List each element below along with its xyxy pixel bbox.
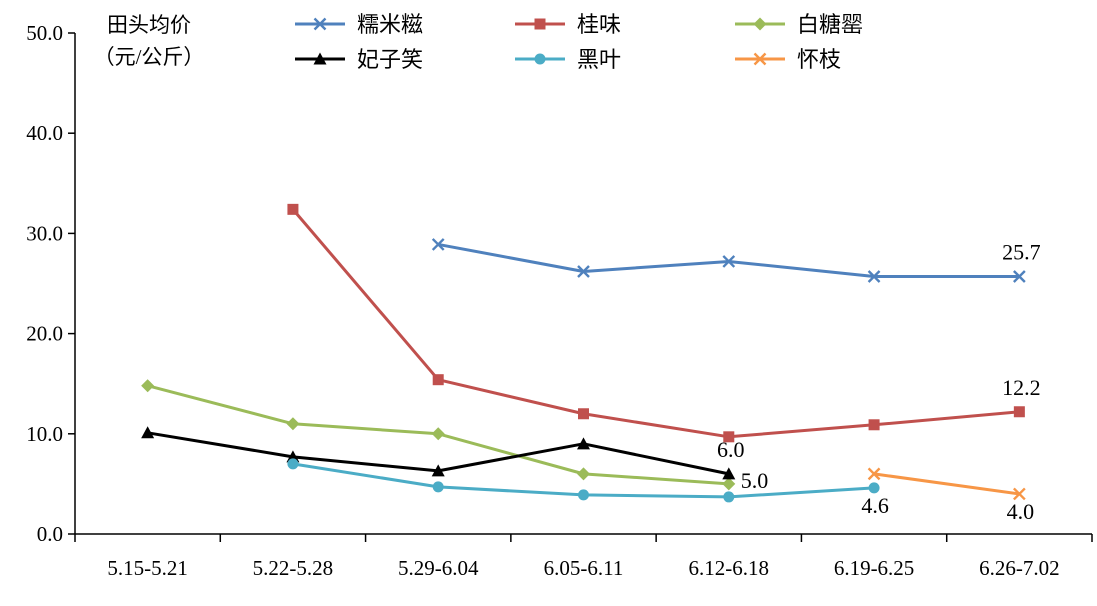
series-2	[141, 379, 736, 491]
legend-swatch-marker	[313, 17, 327, 31]
series-3-point-1	[286, 450, 300, 463]
series-1-point-1	[287, 203, 299, 215]
legend-swatch-marker	[313, 52, 327, 65]
series-0-point-6	[1013, 270, 1026, 283]
series-2-point-3	[577, 467, 590, 481]
legend-entry-1: 桂味	[515, 12, 621, 37]
series-3-point-0	[141, 426, 155, 439]
legend-label: 妃子笑	[357, 47, 423, 72]
series-4-point-5	[868, 482, 880, 494]
series-0	[431, 238, 1026, 283]
series-1	[287, 203, 1025, 443]
data-label: 25.7	[1002, 239, 1041, 264]
series-4-point-2	[432, 481, 444, 493]
y-tick-label: 20.0	[26, 322, 63, 346]
x-tick-label: 5.22-5.28	[253, 556, 334, 580]
legend-entry-5: 怀枝	[735, 47, 841, 72]
series-1-point-2	[432, 374, 444, 386]
legend-label: 白糖罂	[797, 12, 863, 37]
y-tick-label: 0.0	[37, 522, 63, 546]
x-tick-label: 6.19-6.25	[834, 556, 915, 580]
data-label: 4.0	[1007, 499, 1035, 524]
series-0-point-3	[577, 265, 590, 278]
legend-swatch-marker	[753, 17, 767, 31]
legend-label: 怀枝	[797, 47, 841, 72]
series-2-point-2	[431, 427, 445, 441]
series-3-point-2	[431, 464, 445, 477]
series-1-point-3	[578, 408, 589, 420]
series-3-point-4	[722, 467, 736, 480]
y-tick-label: 50.0	[26, 21, 63, 45]
data-label: 12.2	[1002, 375, 1041, 400]
legend-label: 桂味	[577, 12, 621, 37]
x-tick-label: 6.05-6.11	[544, 556, 624, 580]
series-1-line	[291, 208, 1020, 439]
series-1-point-6	[1013, 406, 1025, 418]
series-5-line	[873, 472, 1020, 496]
legend-entry-2: 白糖罂	[735, 12, 863, 37]
legend-entry-4: 黑叶	[515, 47, 621, 72]
x-tick-label: 6.12-6.18	[689, 556, 770, 580]
y-axis-title-line-1: 田头均价	[107, 13, 191, 37]
series-4-point-1	[287, 458, 299, 470]
series-4-point-3	[578, 489, 589, 501]
series-0-point-4	[722, 255, 736, 268]
series-2-point-1	[286, 417, 300, 431]
series-4	[287, 458, 880, 503]
series-3	[141, 426, 736, 480]
x-tick-label: 5.15-5.21	[107, 556, 188, 580]
y-axis-title: 田头均价 （元/公斤）	[94, 13, 205, 69]
y-tick-label: 10.0	[26, 422, 63, 446]
data-label: 4.6	[861, 493, 889, 518]
legend-entry-0: 糯米糍	[295, 12, 423, 37]
data-label: 6.0	[717, 437, 745, 462]
legend-swatch-marker	[534, 53, 546, 65]
series-2-point-0	[141, 379, 155, 393]
data-labels: 25.7 12.2 6.0 5.0 4.6 4.0	[717, 239, 1041, 523]
y-axis-title-line-2: （元/公斤）	[94, 45, 205, 69]
legend-entry-3: 妃子笑	[295, 47, 423, 72]
series-1-point-4	[723, 431, 735, 443]
series-2-point-4	[722, 477, 736, 491]
series-3-point-3	[577, 437, 590, 450]
data-label: 5.0	[741, 468, 769, 493]
x-tick-label: 6.26-7.02	[979, 556, 1060, 580]
series-5-point-6	[1013, 487, 1026, 501]
series-4-point-4	[723, 491, 735, 503]
series-1-point-5	[868, 419, 880, 431]
legend-swatch-marker	[534, 18, 546, 30]
x-tick-label: 5.29-6.04	[398, 556, 479, 580]
axes: 0.0 10.0 20.0 30.0 40.0 50.0 5.15-5.21 5.22-5.2…	[26, 21, 1093, 580]
series-5-point-5	[867, 467, 881, 481]
y-tick-label: 30.0	[26, 221, 63, 245]
legend-swatch-marker	[753, 52, 767, 66]
y-tick-label: 40.0	[26, 121, 63, 145]
series-0-point-2	[431, 238, 445, 251]
series-0-point-5	[867, 270, 881, 283]
series-5	[867, 467, 1026, 501]
legend-label: 糯米糍	[357, 12, 423, 37]
series-group	[141, 203, 1026, 503]
legend-label: 黑叶	[577, 47, 621, 72]
